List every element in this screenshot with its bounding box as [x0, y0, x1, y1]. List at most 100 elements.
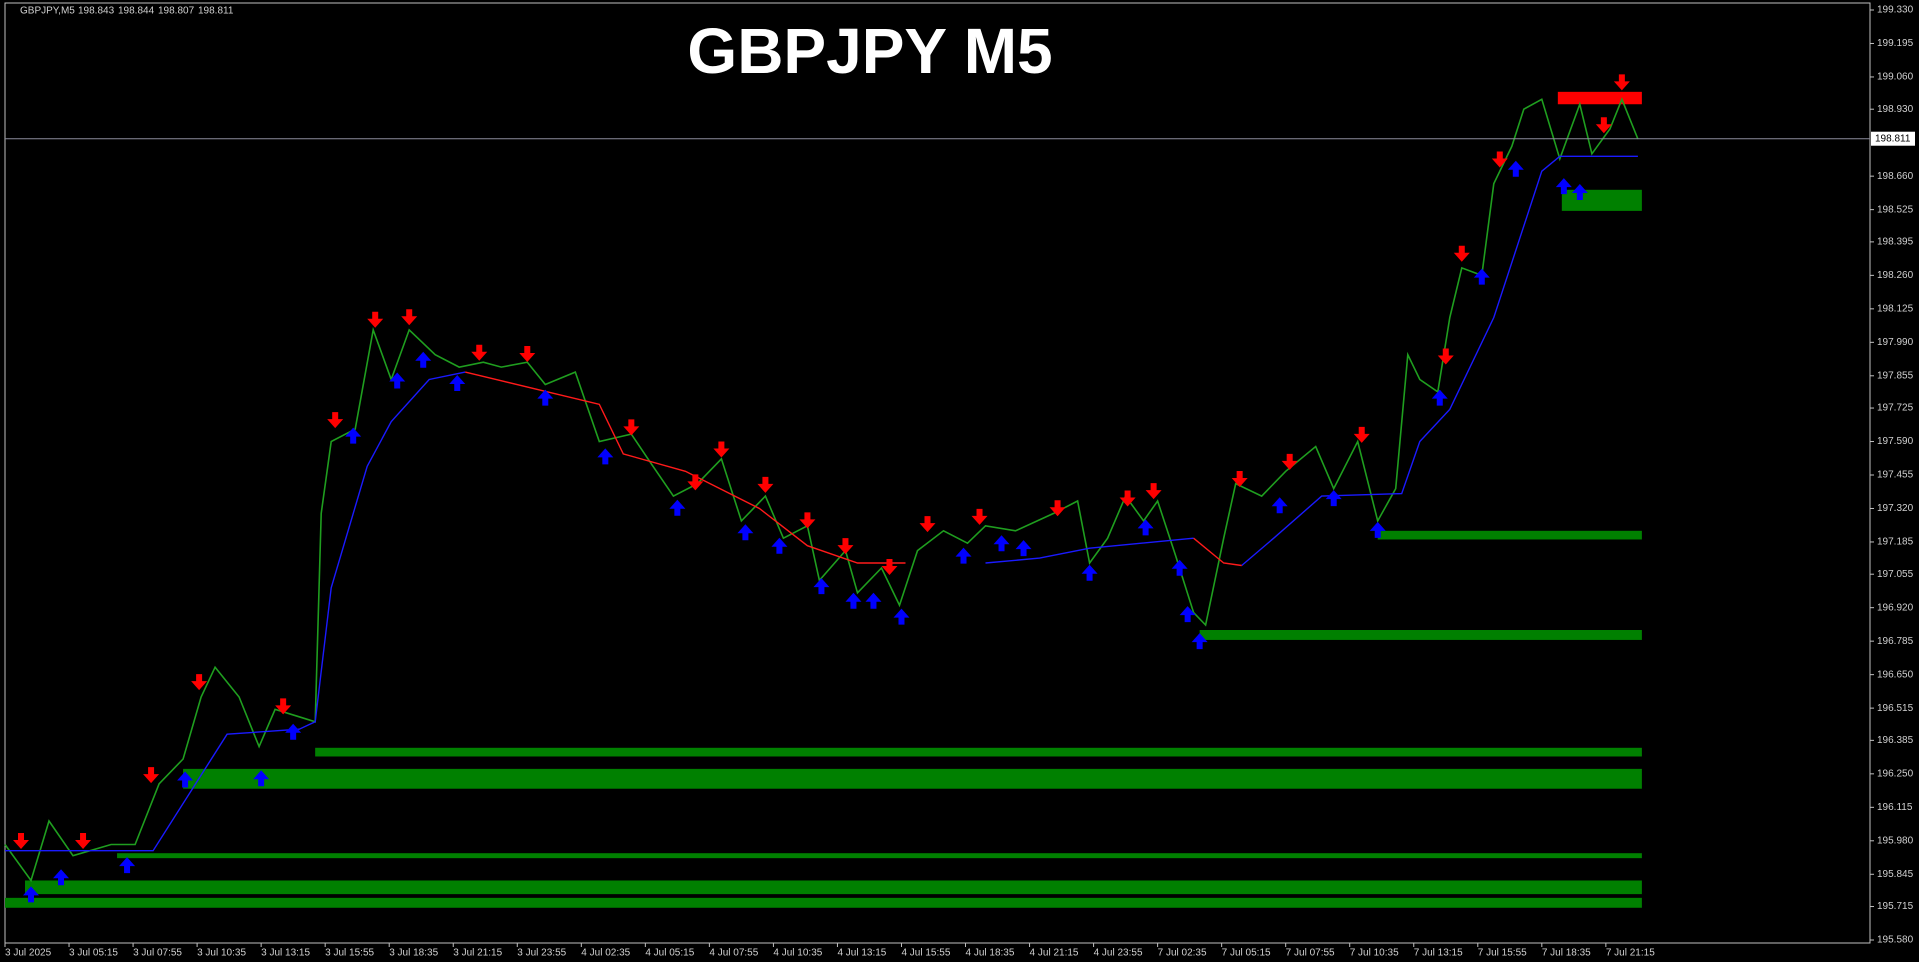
x-tick-label: 4 Jul 02:35 — [581, 948, 630, 959]
sell-arrow — [1491, 151, 1508, 168]
x-tick-label: 7 Jul 10:35 — [1350, 948, 1399, 959]
sell-arrow — [1145, 483, 1162, 500]
buy-arrow — [53, 869, 70, 886]
sell-arrow — [1281, 453, 1298, 470]
x-tick-label: 3 Jul 10:35 — [197, 948, 246, 959]
buy-arrow — [845, 592, 862, 609]
x-tick-label: 3 Jul 07:55 — [133, 948, 182, 959]
sell-arrow — [919, 516, 936, 533]
y-tick-label: 196.250 — [1877, 768, 1914, 779]
buy-arrow — [669, 499, 686, 516]
buy-arrow — [865, 592, 882, 609]
y-tick-label: 196.650 — [1877, 669, 1914, 680]
sell-arrow — [1453, 245, 1470, 262]
y-tick-label: 195.845 — [1877, 869, 1914, 880]
sell-arrow — [881, 559, 898, 575]
buy-arrow — [177, 771, 194, 788]
y-tick-label: 195.580 — [1877, 935, 1914, 946]
x-tick-label: 3 Jul 13:15 — [261, 948, 310, 959]
sell-arrow — [1613, 74, 1630, 91]
sell-arrow — [519, 345, 536, 362]
y-tick-label: 197.055 — [1877, 569, 1914, 580]
y-tick-label: 198.660 — [1877, 171, 1914, 182]
x-tick-label: 7 Jul 13:15 — [1414, 948, 1463, 959]
buy-arrow — [253, 770, 270, 787]
y-tick-label: 198.395 — [1877, 237, 1914, 248]
y-tick-label: 197.320 — [1877, 503, 1914, 514]
buy-arrow — [415, 351, 432, 368]
sell-arrow — [471, 344, 488, 361]
buy-arrow — [1555, 178, 1572, 195]
chart-title: GBPJPY M5 — [687, 15, 1052, 87]
high: 198.844 — [118, 6, 155, 17]
marks — [4, 74, 1642, 908]
x-tick-label: 4 Jul 10:35 — [773, 948, 822, 959]
x-tick-label: 3 Jul 15:55 — [325, 948, 374, 959]
low: 198.807 — [158, 6, 195, 17]
x-tick-label: 4 Jul 15:55 — [901, 948, 950, 959]
y-tick-label: 198.260 — [1877, 270, 1914, 281]
zone — [1199, 630, 1642, 640]
x-tick-label: 4 Jul 13:15 — [837, 948, 886, 959]
x-tick-label: 7 Jul 18:35 — [1542, 948, 1591, 959]
x-tick-label: 4 Jul 18:35 — [966, 948, 1015, 959]
sell-arrow — [13, 833, 30, 850]
buy-arrow — [1369, 521, 1386, 538]
y-tick-label: 197.990 — [1877, 337, 1914, 348]
buy-arrow — [1571, 184, 1588, 201]
sell-arrow — [1353, 426, 1370, 443]
y-tick-label: 198.125 — [1877, 303, 1914, 314]
sell-arrow — [143, 767, 160, 784]
buy-arrow — [1271, 497, 1288, 514]
buy-arrow — [1171, 559, 1188, 576]
buy-arrow — [813, 578, 830, 595]
buy-arrow — [1431, 389, 1448, 406]
sell-arrow — [1437, 348, 1454, 365]
y-tick-label: 197.855 — [1877, 370, 1914, 381]
last-price-box — [1871, 131, 1915, 146]
y-tick-label: 195.980 — [1877, 835, 1914, 846]
sell-arrow — [1231, 470, 1248, 487]
buy-arrow — [993, 535, 1010, 552]
buy-arrow — [1325, 490, 1342, 507]
x-tick-label: 7 Jul 15:55 — [1478, 948, 1527, 959]
buy-arrow — [1179, 606, 1196, 623]
y-tick-label: 197.455 — [1877, 470, 1914, 481]
x-tick-label: 7 Jul 02:35 — [1158, 948, 1207, 959]
sell-arrow — [757, 476, 774, 493]
x-tick-label: 7 Jul 07:55 — [1286, 948, 1335, 959]
y-tick-label: 199.330 — [1877, 5, 1914, 16]
sell-arrow — [75, 833, 92, 850]
x-tick-label: 7 Jul 05:15 — [1222, 948, 1271, 959]
buy-arrow — [771, 537, 788, 554]
x-tick-label: 4 Jul 05:15 — [645, 948, 694, 959]
buy-arrow — [537, 389, 554, 406]
sell-arrow — [687, 474, 704, 491]
buy-arrow — [1507, 160, 1524, 177]
sell-arrow — [1049, 500, 1066, 517]
sell-arrow — [275, 698, 292, 715]
buy-arrow — [737, 524, 754, 541]
buy-arrow — [597, 448, 614, 465]
y-tick-label: 199.195 — [1877, 38, 1914, 49]
sell-arrow — [623, 419, 640, 436]
zone — [1557, 91, 1642, 105]
open: 198.843 — [78, 6, 115, 17]
sell-arrow — [971, 508, 988, 525]
x-tick-label: 3 Jul 23:55 — [517, 948, 566, 959]
zone — [5, 897, 1642, 908]
sell-arrow — [401, 309, 418, 326]
buy-arrow — [285, 723, 302, 740]
x-tick-label: 4 Jul 23:55 — [1094, 948, 1143, 959]
zone — [315, 747, 1642, 757]
ma-up — [5, 155, 1638, 852]
close: 198.811 — [198, 6, 234, 17]
y-tick-label: 198.525 — [1877, 204, 1914, 215]
y-tick-label: 196.115 — [1877, 802, 1913, 813]
buy-arrow — [389, 372, 406, 389]
sell-arrow — [327, 412, 344, 429]
y-tick-label: 196.920 — [1877, 602, 1914, 613]
zone — [1377, 530, 1642, 540]
y-tick-label: 197.725 — [1877, 403, 1914, 414]
